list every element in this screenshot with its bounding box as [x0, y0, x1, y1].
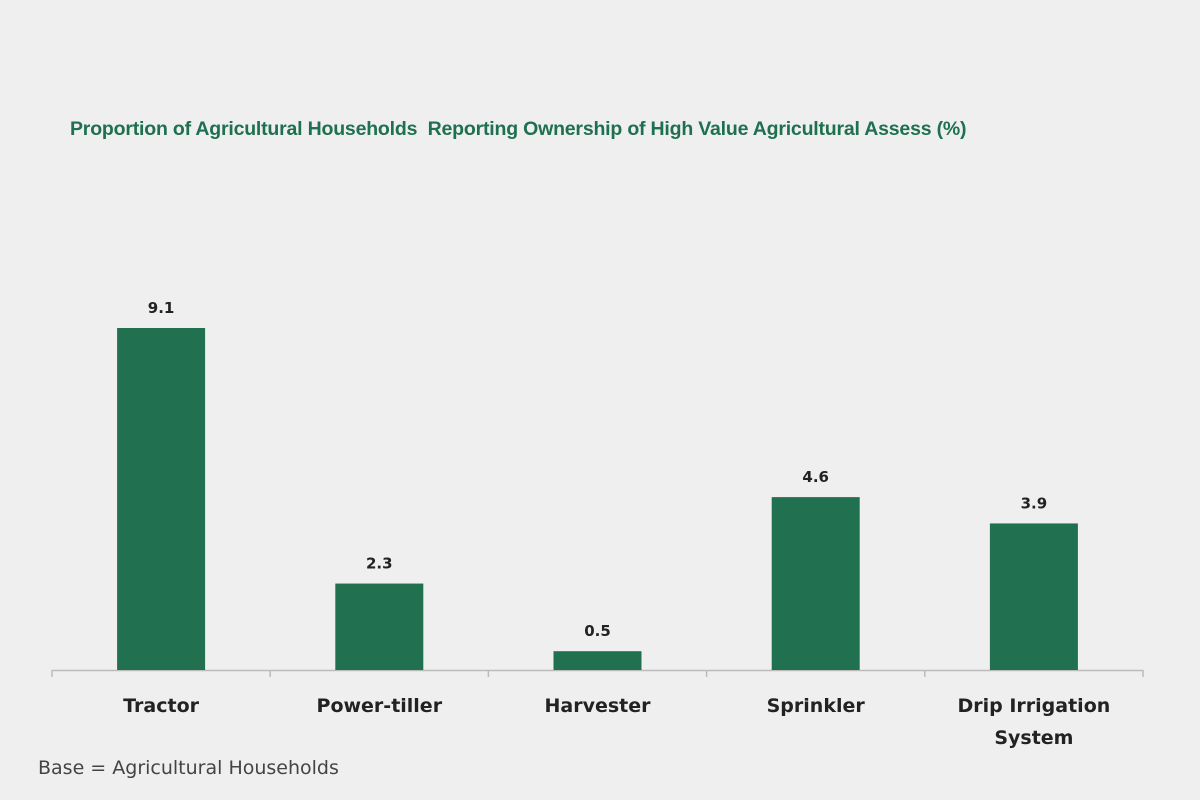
x-tick-label: Power-tiller — [316, 695, 443, 717]
bar — [335, 583, 424, 670]
bar — [989, 523, 1078, 670]
x-tick-label: Tractor — [123, 695, 200, 717]
x-tick-label: Drip Irrigation System — [957, 695, 1111, 749]
value-label: 9.1 — [148, 299, 175, 317]
footnote: Base = Agricultural Households — [38, 757, 339, 779]
x-tick-label: Harvester — [544, 695, 651, 717]
value-label: 3.9 — [1021, 494, 1048, 512]
bar — [553, 651, 642, 670]
chart-title: Proportion of Agricultural Households Re… — [70, 118, 967, 140]
value-label: 4.6 — [802, 468, 829, 486]
x-tick-label: Sprinkler — [766, 695, 865, 717]
bar — [117, 328, 206, 670]
bar — [771, 497, 860, 670]
value-label: 0.5 — [584, 622, 611, 640]
value-label: 2.3 — [366, 555, 393, 573]
